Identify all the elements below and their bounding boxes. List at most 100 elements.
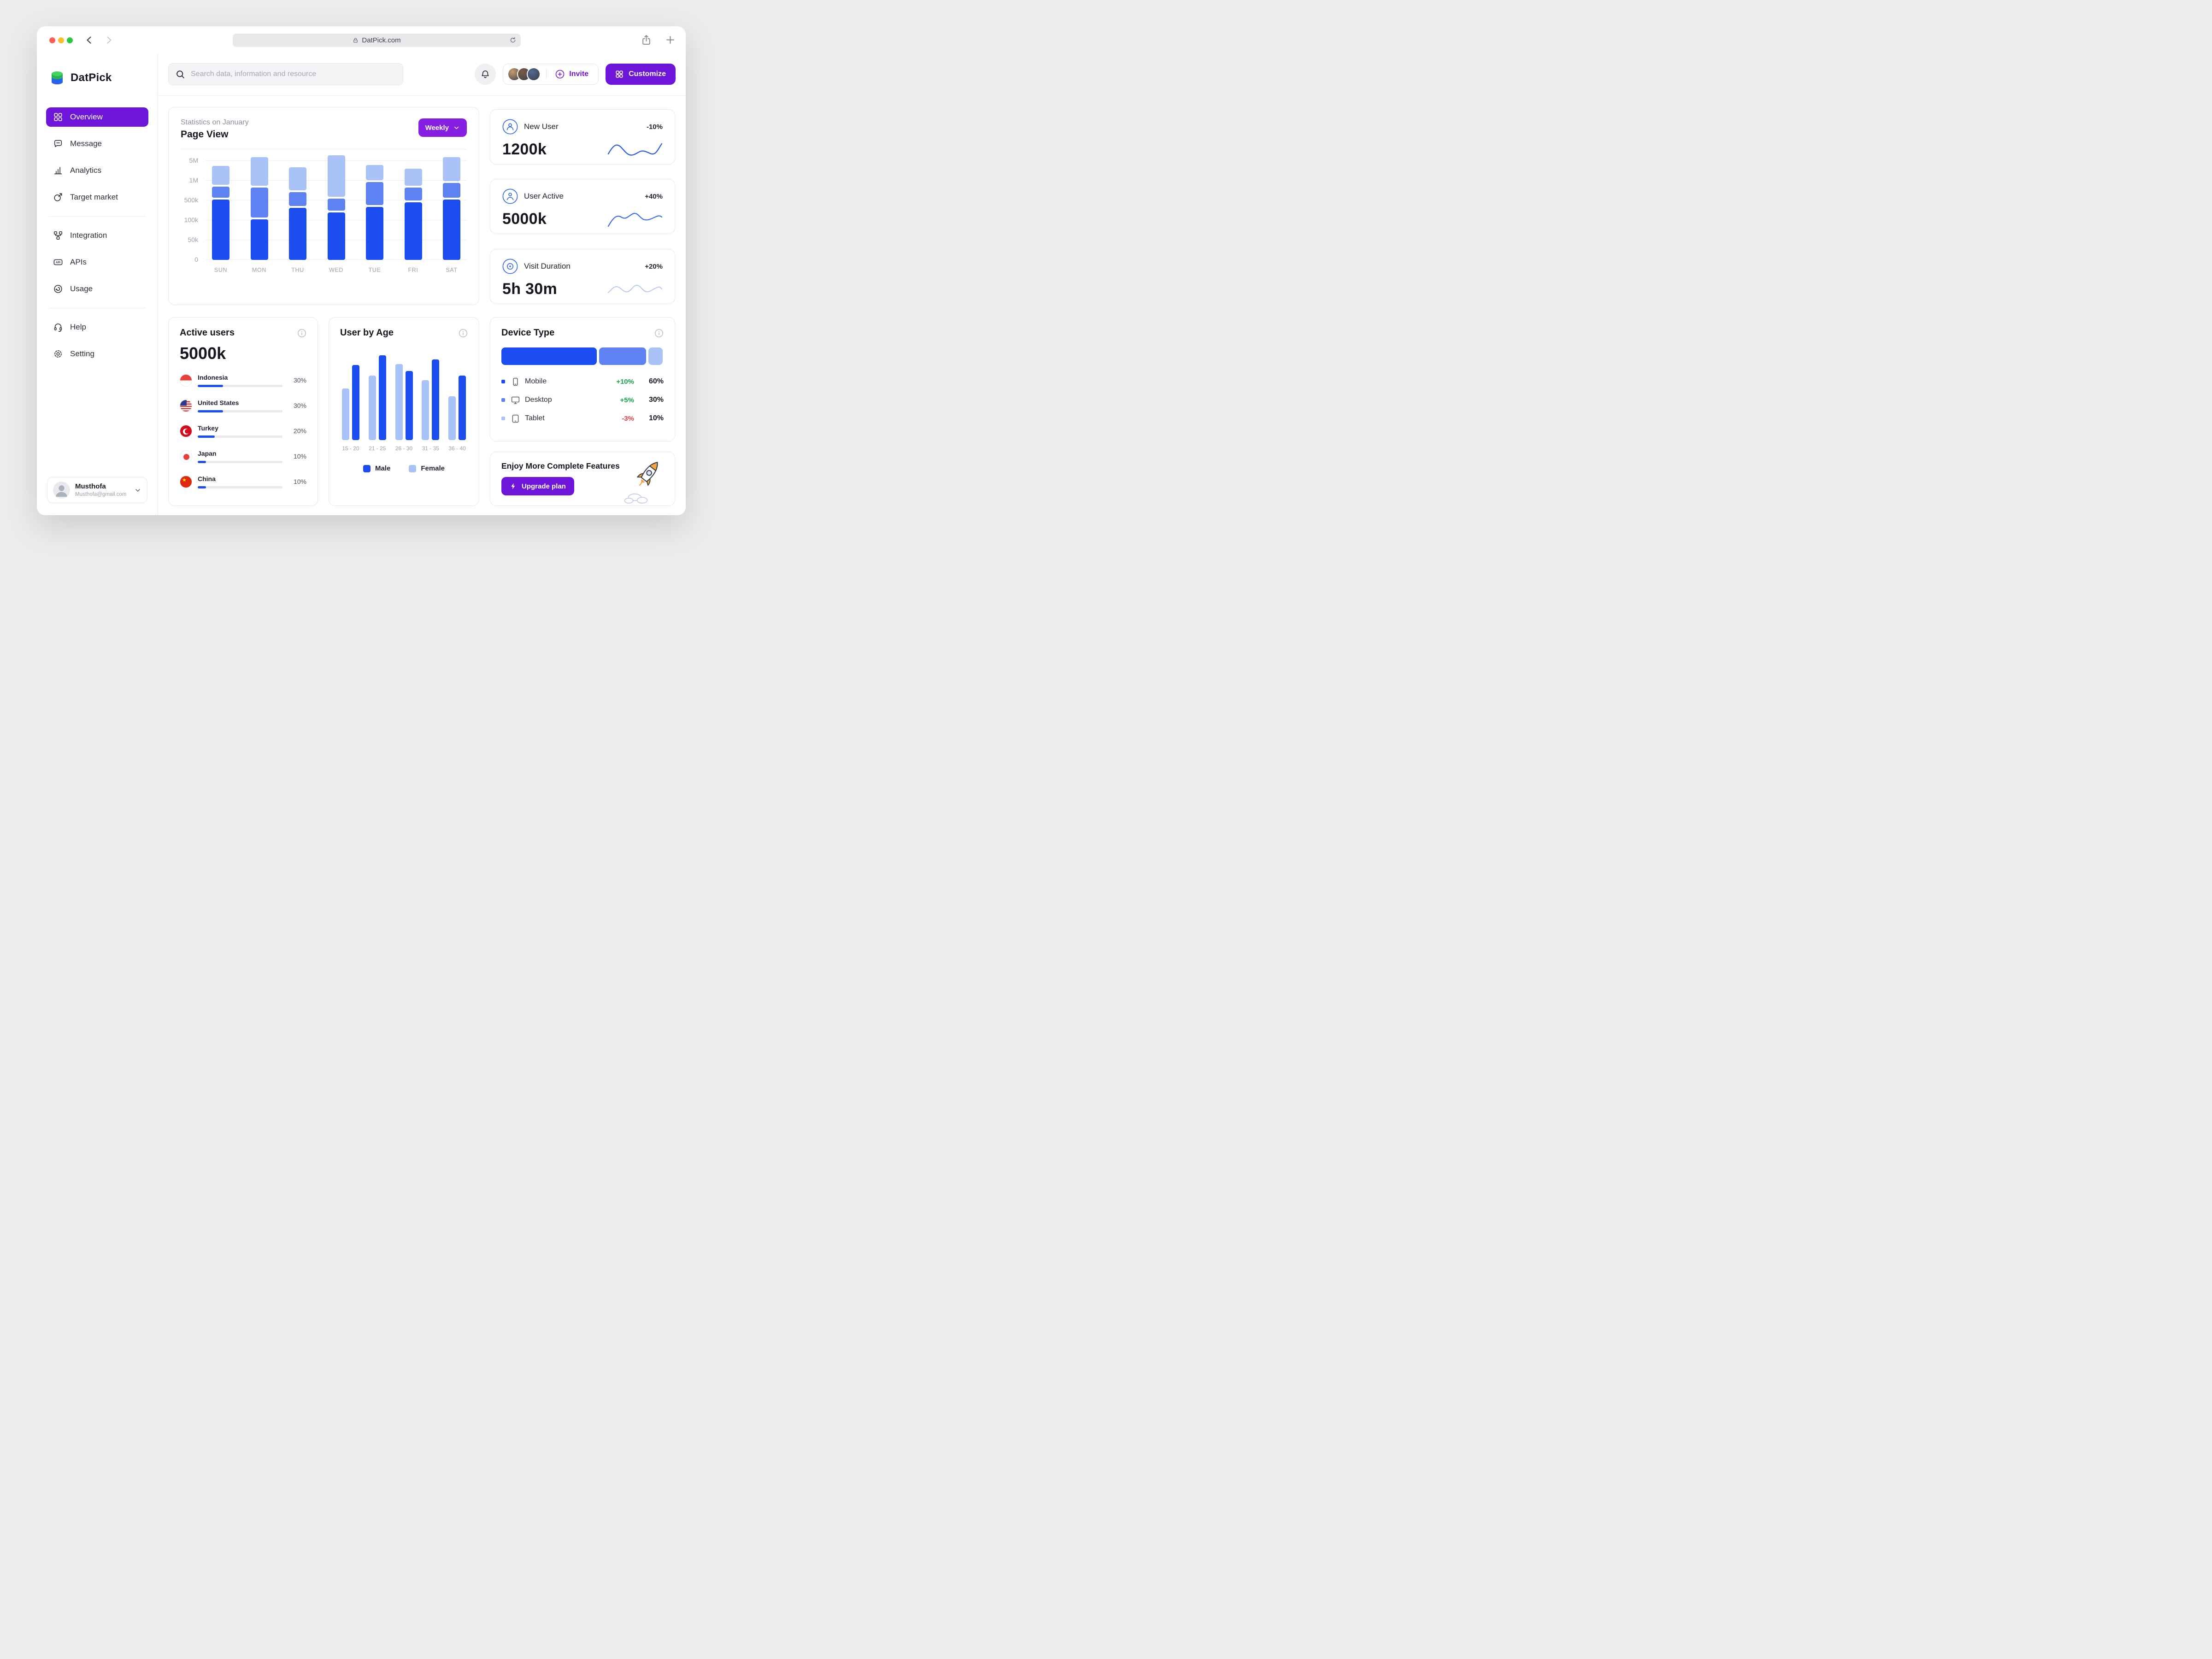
stat-card-user-active: User Active +40% 5000k [490, 179, 675, 234]
page-view-bar-mon [250, 157, 268, 260]
country-row-cn: China 10% [180, 471, 306, 492]
browser-chrome: DatPick.com [37, 26, 686, 54]
country-progress-fill [198, 460, 206, 463]
country-progress-fill [198, 486, 206, 488]
address-bar[interactable]: DatPick.com [233, 34, 521, 47]
user-by-age-card: User by Age 15 - 20 21 - 25 26 - 30 31 - 35… [329, 317, 479, 506]
age-group-21-25: 21 - 25 [368, 355, 386, 452]
x-tick-label: MON [252, 267, 266, 273]
active-users-value: 5000k [180, 344, 226, 363]
age-legend: Male Female [340, 465, 468, 472]
x-tick-label: SAT [446, 267, 458, 273]
sidebar-item-overview[interactable]: Overview [46, 107, 148, 127]
help-icon [53, 322, 63, 332]
avatar[interactable] [527, 67, 541, 81]
search-input[interactable] [169, 64, 403, 85]
browser-back-button[interactable] [84, 35, 95, 46]
device-delta: -3% [622, 414, 634, 423]
notifications-button[interactable] [475, 64, 496, 85]
bullet-icon [501, 417, 505, 420]
sidebar-item-usage[interactable]: Usage [46, 279, 148, 299]
legend-swatch [409, 465, 417, 472]
invite-button[interactable]: Invite [552, 69, 591, 80]
topbar-divider [158, 95, 686, 96]
logo[interactable]: DatPick [49, 70, 158, 86]
bar-segment-primary [443, 200, 460, 260]
legend-swatch [363, 465, 371, 472]
info-icon[interactable] [654, 329, 664, 338]
japan-flag-icon [180, 450, 192, 463]
page-view-plot [206, 155, 467, 260]
refresh-icon[interactable] [509, 36, 517, 44]
info-icon[interactable] [297, 329, 306, 338]
sidebar-item-setting[interactable]: Setting [46, 344, 148, 364]
stat-value: 5h 30m [502, 280, 557, 298]
country-info: Indonesia [198, 374, 282, 387]
active-users-card: Active users 5000k Indonesia 30% United St… [168, 317, 318, 506]
usage-icon [53, 284, 63, 294]
bar-segment-primary [250, 219, 268, 260]
sidebar-item-message[interactable]: Message [46, 134, 148, 153]
share-icon[interactable] [641, 34, 652, 46]
age-bar-pair [448, 376, 466, 440]
zoom-window-button[interactable] [67, 37, 73, 43]
legend-item-female: Female [409, 465, 445, 472]
bar-segment-primary [289, 208, 306, 260]
sidebar-item-label: Usage [70, 284, 93, 293]
avatar-group[interactable] [507, 67, 541, 81]
search-box[interactable] [168, 63, 403, 85]
age-bar-male [459, 376, 466, 440]
sidebar-divider [49, 216, 146, 217]
country-info: United States [198, 399, 282, 412]
device-percentage: 30% [648, 396, 664, 404]
sidebar-item-label: Message [70, 139, 102, 148]
bar-segment-secondary [212, 187, 229, 198]
page-view-bar-fri [404, 169, 422, 260]
sidebar-item-label: Analytics [70, 166, 102, 175]
country-info: China [198, 475, 282, 488]
country-percentage: 30% [293, 377, 306, 384]
logo-text: DatPick [71, 71, 112, 84]
chevron-down-icon [134, 487, 141, 494]
sidebar-item-analytics[interactable]: Analytics [46, 161, 148, 180]
visit-duration-icon [502, 259, 518, 274]
country-list: Indonesia 30% United States 30% Turkey 20% Jap… [180, 370, 306, 492]
customize-button[interactable]: Customize [606, 64, 676, 85]
age-bar-female [448, 396, 456, 440]
browser-forward-button[interactable] [103, 35, 114, 46]
customize-label: Customize [629, 70, 666, 78]
page-view-chart: 5M 1M 500k 100k 50k 0 SUN MON THU WED TUE FRI SAT [181, 155, 467, 273]
device-row-tablet: Tablet -3% 10% [501, 409, 664, 428]
sidebar-item-apis[interactable]: API APIs [46, 253, 148, 272]
sidebar-item-label: Overview [70, 112, 103, 121]
age-group-26-30: 26 - 30 [395, 364, 413, 452]
team-invite-group: Invite [503, 64, 599, 85]
page-view-bars [206, 155, 467, 260]
y-tick-label: 5M [189, 157, 198, 164]
period-dropdown[interactable]: Weekly [418, 118, 467, 137]
sidebar-item-help[interactable]: Help [46, 318, 148, 337]
sidebar-nav: Overview Message Analytics Target market Int… [37, 107, 158, 364]
new-user-icon [502, 119, 518, 135]
country-name: Indonesia [198, 373, 228, 381]
country-info: Turkey [198, 424, 282, 438]
upgrade-plan-button[interactable]: Upgrade plan [501, 477, 574, 495]
country-row-us: United States 30% [180, 395, 306, 416]
chevron-down-icon [453, 124, 460, 131]
bullet-icon [501, 380, 505, 383]
sidebar-item-target-market[interactable]: Target market [46, 188, 148, 207]
minimize-window-button[interactable] [58, 37, 64, 43]
bar-segment-tertiary [289, 167, 306, 190]
sidebar-item-integration[interactable]: Integration [46, 226, 148, 245]
info-icon[interactable] [459, 329, 468, 338]
age-bar-female [342, 388, 349, 440]
age-bar-male [352, 365, 359, 440]
device-delta: +10% [616, 377, 634, 386]
close-window-button[interactable] [49, 37, 55, 43]
browser-window: DatPick.com [37, 26, 686, 515]
country-name: United States [198, 399, 239, 406]
country-progress-fill [198, 435, 215, 438]
age-bar-male [432, 359, 440, 440]
profile-card[interactable]: Musthofa Musthofa@gmail.com [47, 477, 147, 503]
new-tab-icon[interactable] [665, 34, 676, 46]
